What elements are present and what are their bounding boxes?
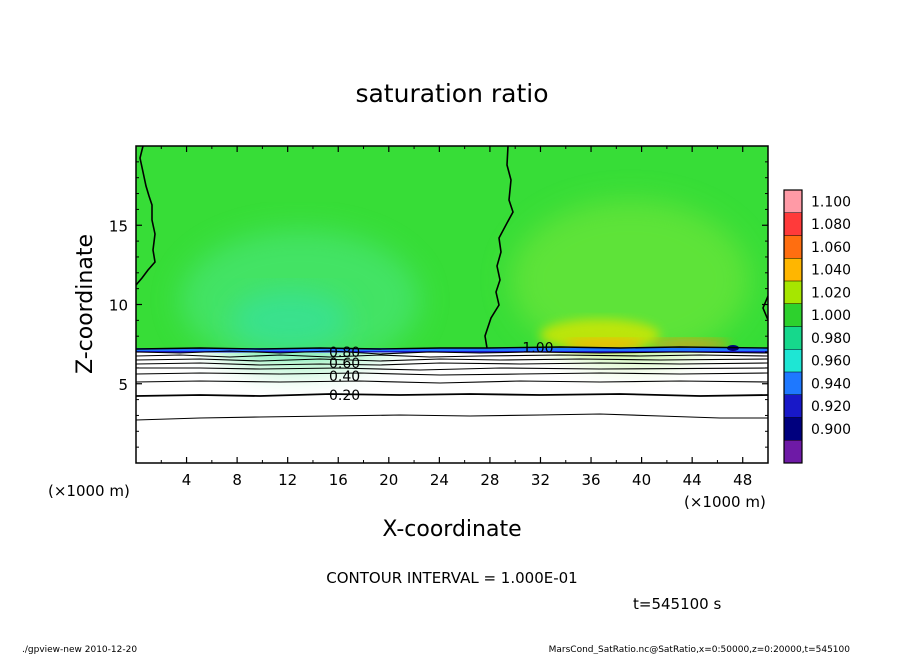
colorbar-label: 0.960 — [811, 354, 851, 370]
subsaturated-blob — [230, 290, 350, 350]
colorbar-segment — [784, 326, 802, 350]
colorbar-segment — [784, 349, 802, 373]
colorbar: 1.100 1.080 1.060 1.040 1.020 1.000 0.980 0.960… — [783, 189, 851, 464]
colorbar-label: 1.000 — [811, 308, 851, 324]
colorbar-label: 1.020 — [811, 285, 851, 301]
y-tick-label: 15 — [109, 217, 128, 235]
x-tick-label: 32 — [531, 471, 550, 489]
x-tick-label: 16 — [329, 471, 348, 489]
contour-label: 0.40 — [329, 369, 360, 385]
contour-0.50 — [136, 367, 768, 371]
colorbar-segment — [784, 417, 802, 441]
x-tick-label: 48 — [733, 471, 752, 489]
chart-title: saturation ratio — [355, 79, 548, 108]
colorbar-segment — [784, 372, 802, 396]
x-axis-label: X-coordinate — [382, 517, 521, 542]
contour-0.90 — [136, 350, 768, 355]
y-axis-unit: (×1000 m) — [48, 482, 130, 500]
contour-label: 0.80 — [329, 345, 360, 361]
x-tick-label: 44 — [683, 471, 702, 489]
contour-1.00-base — [136, 346, 768, 350]
colorbar-segment — [784, 258, 802, 282]
colorbar-label: 1.100 — [811, 194, 851, 210]
x-tick-label: 28 — [480, 471, 499, 489]
colorbar-segment — [784, 394, 802, 418]
colorbar-label: 0.980 — [811, 331, 851, 347]
colorbar-segment — [784, 440, 802, 464]
y-tick-label: 10 — [109, 297, 128, 315]
colorbar-label: 0.900 — [811, 422, 851, 438]
contour-0.40 — [136, 372, 768, 376]
colorbar-segment — [784, 190, 802, 214]
x-tick-label: 8 — [232, 471, 242, 489]
footer-left: ./gpview-new 2010-12-20 — [22, 645, 137, 654]
supersaturated-blob — [510, 200, 750, 360]
x-tick-label: 4 — [182, 471, 192, 489]
footer-right: MarsCond_SatRatio.nc@SatRatio,x=0:50000,… — [549, 645, 851, 654]
x-tick-label: 40 — [632, 471, 651, 489]
colorbar-segment — [784, 212, 802, 236]
y-axis-label: Z-coordinate — [73, 234, 98, 374]
colorbar-label: 0.920 — [811, 399, 851, 415]
contour-label: 0.60 — [329, 356, 360, 372]
time-stamp: t=545100 s — [633, 595, 721, 613]
x-axis-ticks: 4 8 12 16 20 24 28 32 36 40 44 48 — [160, 146, 752, 489]
contour-0.80 — [136, 354, 768, 358]
contour-1.00-right — [762, 295, 768, 321]
plot-area — [136, 146, 768, 463]
contour-0.10 — [136, 413, 768, 421]
x-tick-label: 24 — [430, 471, 449, 489]
colorbar-segment — [784, 281, 802, 305]
transition-band — [136, 348, 768, 351]
supersaturated-blob — [565, 339, 645, 349]
colorbar-segment — [784, 303, 802, 327]
contour-1.00-left — [136, 146, 156, 286]
y-tick-label: 5 — [118, 376, 128, 394]
contour-labels: 0.800.600.40 0.20 1.00 — [329, 340, 554, 404]
x-tick-label: 12 — [278, 471, 297, 489]
x-tick-label: 20 — [379, 471, 398, 489]
contour-interval-note: CONTOUR INTERVAL = 1.000E-01 — [326, 569, 577, 587]
x-axis-unit: (×1000 m) — [684, 493, 766, 511]
y-axis-ticks: 5 10 15 — [109, 161, 768, 448]
contour-1.00-middle — [484, 146, 514, 349]
contour-label: 0.20 — [329, 388, 360, 404]
contour-0.20 — [136, 393, 768, 397]
contour-label: 1.00 — [522, 340, 553, 356]
contour-0.30 — [136, 380, 768, 384]
colorbar-label: 1.040 — [811, 263, 851, 279]
colorbar-label: 0.940 — [811, 376, 851, 392]
contour-0.60 — [136, 362, 768, 366]
transition-band — [136, 351, 768, 353]
colorbar-label: 1.080 — [811, 217, 851, 233]
x-tick-label: 36 — [581, 471, 600, 489]
contour-0.70 — [136, 358, 768, 362]
colorbar-label: 1.060 — [811, 240, 851, 256]
colorbar-segment — [784, 235, 802, 259]
